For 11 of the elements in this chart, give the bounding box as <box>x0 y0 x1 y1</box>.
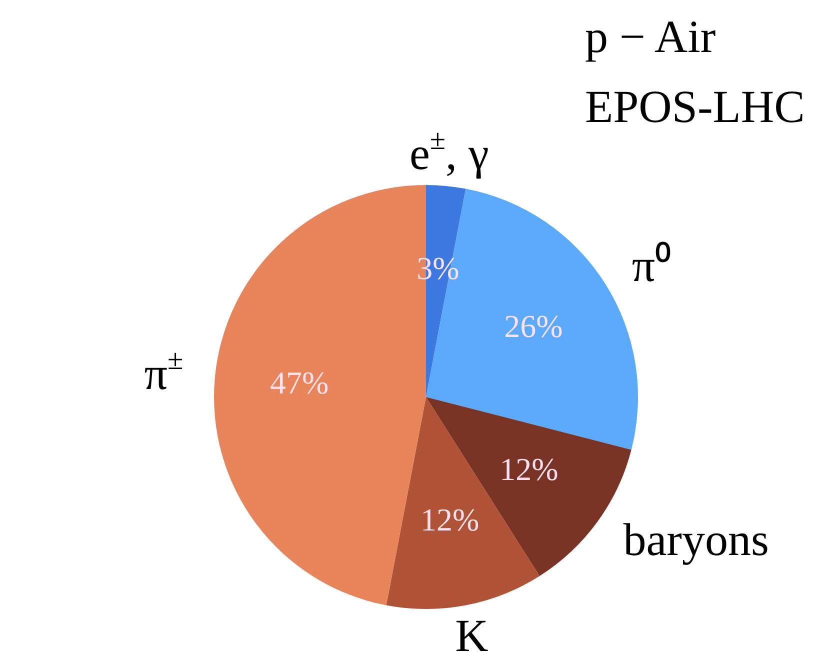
slice-label: K <box>455 610 488 662</box>
data-label: 26% <box>504 308 563 344</box>
slice-label: π⁰ <box>632 240 672 292</box>
slice-label: π$^{±}$ <box>144 345 184 400</box>
data-label: 47% <box>270 364 329 400</box>
slice-label: e$^{±}$, γ <box>409 125 489 180</box>
text: p − Air <box>585 11 717 62</box>
data-label: 12% <box>500 451 558 488</box>
slice-label: baryons <box>623 514 769 566</box>
data-label: 12% <box>420 501 480 538</box>
text: EPOS-LHC <box>585 81 805 132</box>
